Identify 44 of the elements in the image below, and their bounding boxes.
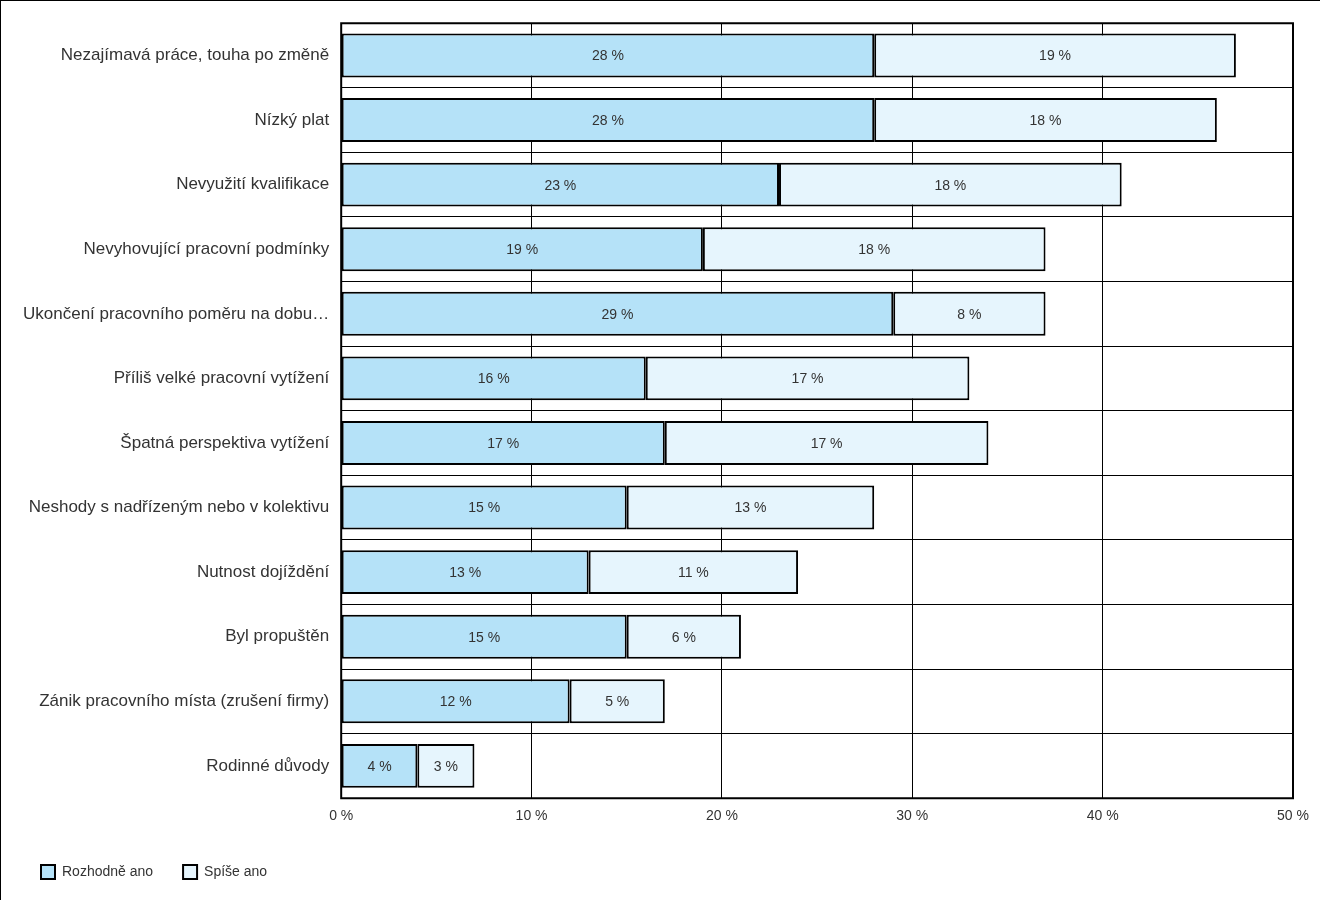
data-label: 15 % bbox=[468, 628, 501, 645]
data-label: 19 % bbox=[506, 241, 539, 258]
data-label: 17 % bbox=[810, 434, 843, 451]
y-tick-label: Byl propuštěn bbox=[225, 626, 330, 646]
data-label: 12 % bbox=[439, 693, 472, 710]
data-label: 18 % bbox=[934, 176, 967, 193]
data-label: 5 % bbox=[605, 693, 630, 710]
y-tick-label: Nutnost dojíždění bbox=[196, 561, 330, 581]
x-tick-label: 40 % bbox=[1086, 807, 1119, 824]
y-tick-label: Neshody s nadřízeným nebo v kolektivu bbox=[28, 497, 330, 517]
data-label: 4 % bbox=[367, 757, 392, 774]
data-label: 28 % bbox=[591, 111, 624, 128]
data-label: 3 % bbox=[433, 757, 458, 774]
x-tick-label: 30 % bbox=[896, 807, 929, 824]
data-label: 11 % bbox=[677, 564, 709, 581]
data-label: 18 % bbox=[858, 241, 891, 258]
data-label: 28 % bbox=[591, 47, 624, 64]
y-tick-label: Špatná perspektiva vytížení bbox=[120, 432, 330, 452]
y-tick-label: Rodinné důvody bbox=[206, 755, 330, 775]
data-label: 15 % bbox=[468, 499, 501, 516]
data-label: 19 % bbox=[1039, 47, 1072, 64]
x-tick-label: 50 % bbox=[1277, 807, 1309, 824]
x-tick-label: 10 % bbox=[515, 807, 548, 824]
y-tick-label: Nevyhovující pracovní podmínky bbox=[83, 238, 330, 258]
y-tick-label: Nízký plat bbox=[254, 109, 330, 129]
y-tick-label: Ukončení pracovního poměru na dobu… bbox=[22, 303, 330, 323]
legend-label: Rozhodně ano bbox=[62, 862, 154, 879]
data-label: 6 % bbox=[671, 628, 696, 645]
x-tick-label: 0 % bbox=[329, 807, 354, 824]
data-label: 13 % bbox=[734, 499, 767, 516]
data-label: 17 % bbox=[791, 370, 824, 387]
x-tick-label: 20 % bbox=[705, 807, 738, 824]
data-label: 13 % bbox=[449, 564, 482, 581]
data-label: 29 % bbox=[601, 305, 634, 322]
y-tick-label: Nevyužití kvalifikace bbox=[176, 174, 330, 194]
data-label: 17 % bbox=[487, 434, 520, 451]
y-tick-label: Nezajímavá práce, touha po změně bbox=[60, 45, 330, 65]
data-label: 23 % bbox=[544, 176, 577, 193]
data-label: 18 % bbox=[1029, 111, 1062, 128]
y-tick-label: Zánik pracovního místa (zrušení firmy) bbox=[39, 691, 330, 711]
data-label: 8 % bbox=[957, 305, 982, 322]
legend-label: Spíše ano bbox=[204, 862, 268, 879]
y-tick-label: Příliš velké pracovní vytížení bbox=[113, 368, 330, 388]
data-label: 16 % bbox=[477, 370, 510, 387]
